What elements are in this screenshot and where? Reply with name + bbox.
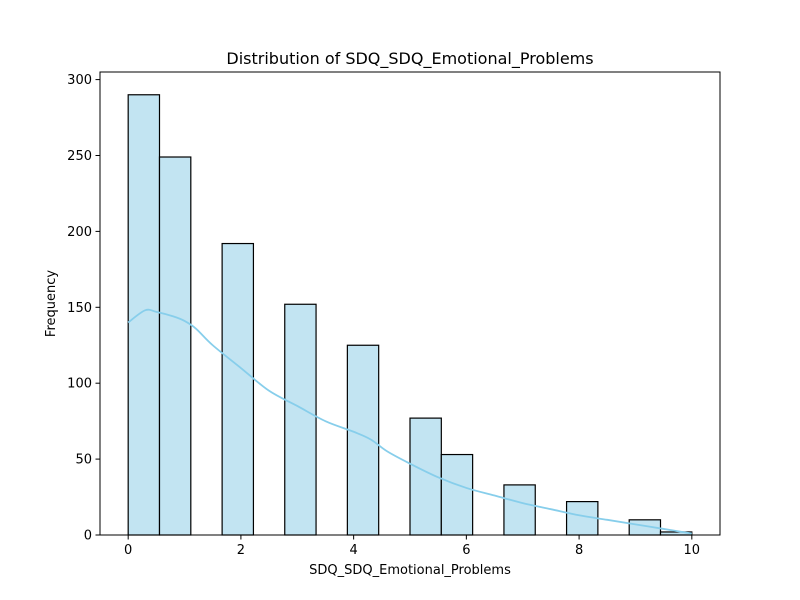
histogram-bar <box>158 156 192 536</box>
x-tick-label: 0 <box>124 543 132 558</box>
histogram-bar <box>440 453 474 536</box>
kde-curve-group <box>127 308 692 535</box>
x-axis-label: SDQ_SDQ_Emotional_Problems <box>309 563 511 578</box>
x-tick-label: 4 <box>349 543 357 558</box>
histogram-bars <box>127 94 693 536</box>
histogram-bar <box>503 484 536 536</box>
plot-frame <box>99 71 721 536</box>
y-axis-label: Frequency <box>44 270 59 337</box>
x-tick-label: 6 <box>462 543 470 558</box>
x-axis: 0 2 4 6 8 10 <box>124 535 700 558</box>
x-tick-label: 2 <box>237 543 245 558</box>
y-tick-label: 50 <box>75 453 92 468</box>
chart-title: Distribution of SDQ_SDQ_Emotional_Proble… <box>226 49 593 69</box>
y-tick-label: 200 <box>67 225 92 240</box>
y-axis: 0 50 100 150 200 250 300 <box>67 73 100 544</box>
histogram-bar <box>127 94 161 536</box>
y-tick-label: 150 <box>67 301 92 316</box>
y-tick-label: 100 <box>67 377 92 392</box>
x-tick-label: 8 <box>575 543 583 558</box>
histogram-bar <box>221 242 255 536</box>
x-tick-label: 10 <box>684 543 701 558</box>
histogram-bar <box>284 303 317 536</box>
kde-line <box>127 308 692 535</box>
y-tick-label: 250 <box>67 149 92 164</box>
histogram-bar <box>346 344 380 536</box>
y-tick-label: 0 <box>84 529 92 544</box>
y-tick-label: 300 <box>67 73 92 88</box>
